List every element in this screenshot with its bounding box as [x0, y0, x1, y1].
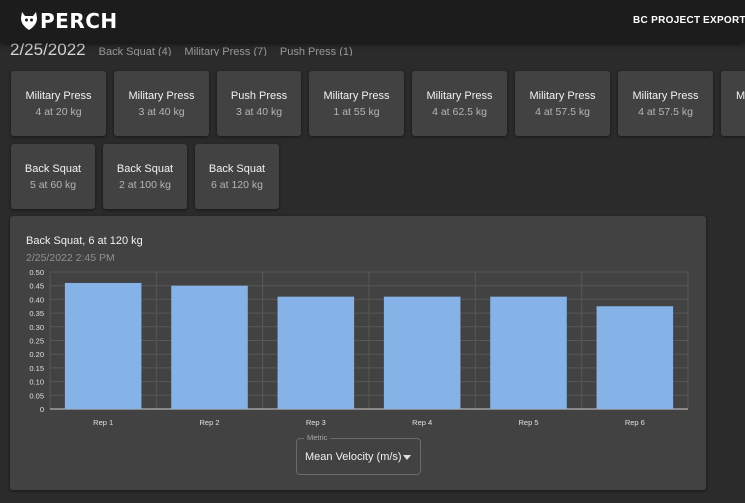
set-card[interactable]: Military Press 1 at 55 kg [309, 71, 404, 136]
bc-project-button[interactable]: BC PROJECT [633, 15, 701, 26]
y-tick-label: 0 [40, 405, 44, 414]
y-tick-label: 0.50 [29, 268, 44, 277]
set-card-detail: 4 at 62.5 kg [432, 106, 487, 118]
perch-logo-icon [21, 12, 37, 30]
logo-text: PERCH [40, 9, 118, 33]
y-tick-label: 0.35 [29, 309, 44, 318]
set-card-name: Back Squat [116, 163, 174, 175]
y-tick-label: 0.30 [29, 323, 44, 332]
bar-rep-1 [64, 282, 142, 409]
set-card-detail: 3 at 40 kg [138, 106, 185, 118]
chart-title: Back Squat, 6 at 120 kg [26, 235, 143, 247]
set-card[interactable]: Back Squat 5 at 60 kg [11, 144, 95, 209]
metric-select[interactable]: Metric Mean Velocity (m/s) [296, 433, 421, 475]
export-button[interactable]: EXPORT [703, 15, 745, 26]
lift-filter-back-squat[interactable]: Back Squat (4) [98, 46, 172, 56]
perch-logo[interactable]: PERCH [20, 7, 118, 35]
y-tick-label: 0.40 [29, 295, 44, 304]
set-card-name: Military Press [323, 90, 390, 102]
set-card-detail: 5 at 60 kg [29, 179, 77, 191]
set-card-name: Military Press [25, 90, 92, 102]
set-card[interactable]: Military Press 4 at 62.5 kg [412, 71, 507, 136]
set-card-name: Military Press [426, 90, 493, 102]
y-tick-label: 0.25 [29, 337, 44, 346]
metric-select-value: Mean Velocity (m/s) [305, 451, 402, 463]
rep-velocity-chart: 0 0.05 0.10 0.15 0.20 0.25 0.30 0.35 0.40 0.45 0.5… [29, 268, 689, 427]
lift-filter-push-press[interactable]: Push Press (1) [279, 46, 353, 56]
session-date: 2/25/2022 [10, 40, 86, 56]
set-card-detail: 4 at 57.5 kg [638, 106, 693, 118]
bar-rep-6 [596, 306, 674, 409]
metric-select-label: Metric [304, 433, 331, 442]
set-card-selected[interactable]: Back Squat 6 at 120 kg [195, 144, 279, 209]
set-card-detail: 3 at 40 kg [235, 106, 283, 118]
set-card-name: Push Press [230, 90, 288, 102]
set-card[interactable]: Back Squat 2 at 100 kg [103, 144, 187, 209]
y-tick-label: 0.45 [29, 282, 44, 291]
session-header: 2/25/2022 Back Squat (4) Military Press … [10, 40, 366, 56]
set-card-name: Military Press [529, 90, 596, 102]
y-tick-label: 0.10 [29, 378, 44, 387]
set-card[interactable]: Military Press 4 at 57.5 kg [515, 71, 610, 136]
set-card[interactable]: Military Press 4 at 20 kg [11, 71, 106, 136]
set-card-name: Military Press [128, 90, 195, 102]
set-card-detail: 6 at 120 kg [211, 179, 263, 191]
lift-filter-military-press[interactable]: Military Press (7) [184, 46, 267, 56]
x-tick-label: Rep 4 [412, 418, 432, 427]
rep-chart-panel: Back Squat, 6 at 120 kg 2/25/2022 2:45 P… [10, 216, 706, 490]
bar-rep-5 [490, 296, 567, 409]
bar-rep-3 [277, 296, 355, 409]
x-tick-label: Rep 5 [518, 418, 538, 427]
y-tick-label: 0.20 [29, 350, 44, 359]
chart-timestamp: 2/25/2022 2:45 PM [26, 252, 115, 264]
x-tick-label: Rep 2 [199, 418, 219, 427]
set-card-name: Military Press [736, 90, 745, 102]
set-card-detail: 1 at 55 kg [333, 106, 380, 118]
app-bar: PERCH BC PROJECT EXPORT [0, 0, 745, 42]
bar-rep-2 [171, 285, 248, 409]
x-tick-label: Rep 3 [306, 418, 326, 427]
set-card-detail: 4 at 57.5 kg [535, 106, 590, 118]
set-card-detail: 2 at 100 kg [119, 179, 171, 191]
set-card[interactable]: Military Press 4 at 57.5 kg [618, 71, 713, 136]
y-tick-label: 0.05 [29, 391, 44, 400]
y-tick-label: 0.15 [29, 364, 44, 373]
set-card-partial[interactable]: Military Press [721, 71, 745, 136]
x-tick-label: Rep 1 [93, 418, 113, 427]
set-card-name: Back Squat [208, 163, 266, 175]
bar-rep-4 [383, 296, 461, 409]
x-tick-label: Rep 6 [625, 418, 645, 427]
set-card[interactable]: Military Press 3 at 40 kg [114, 71, 209, 136]
set-card-detail: 4 at 20 kg [35, 106, 82, 118]
caret-down-icon [403, 455, 411, 460]
set-card[interactable]: Push Press 3 at 40 kg [217, 71, 301, 136]
set-card-name: Military Press [632, 90, 699, 102]
set-card-name: Back Squat [24, 163, 82, 175]
